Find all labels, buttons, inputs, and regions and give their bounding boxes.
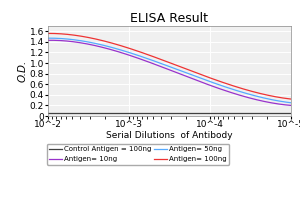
Antigen= 50ng [252,94,255,97]
Control Antigen = 100ng [47,112,51,114]
Control Antigen = 100ng [191,112,194,114]
Control Antigen = 100ng [190,112,194,114]
Antigen= 10ng [191,78,194,80]
Antigen= 50ng [48,37,51,39]
X-axis label: Serial Dilutions  of Antibody: Serial Dilutions of Antibody [106,131,233,140]
Antigen= 100ng [191,70,194,73]
Antigen= 100ng [192,71,195,73]
Antigen= 50ng [46,37,50,39]
Antigen= 10ng [289,104,293,107]
Antigen= 50ng [192,74,195,77]
Antigen= 10ng [46,39,50,41]
Antigen= 100ng [46,32,50,35]
Antigen= 100ng [267,94,271,97]
Antigen= 100ng [252,91,255,93]
Antigen= 50ng [289,102,293,104]
Antigen= 10ng [49,39,52,41]
Antigen= 10ng [192,78,195,80]
Line: Antigen= 50ng: Antigen= 50ng [48,38,291,103]
Antigen= 10ng [267,101,271,104]
Line: Antigen= 10ng: Antigen= 10ng [48,40,291,105]
Antigen= 50ng [267,98,271,100]
Title: ELISA Result: ELISA Result [130,12,208,25]
Control Antigen = 100ng [251,112,255,114]
Antigen= 100ng [289,98,293,100]
Antigen= 50ng [196,76,199,78]
Antigen= 100ng [196,72,199,74]
Antigen= 50ng [47,37,51,39]
Line: Antigen= 100ng: Antigen= 100ng [48,33,291,99]
Antigen= 10ng [47,39,51,41]
Legend: Control Antigen = 100ng, Antigen= 10ng, Antigen= 50ng, Antigen= 100ng: Control Antigen = 100ng, Antigen= 10ng, … [46,144,229,165]
Control Antigen = 100ng [289,112,293,114]
Antigen= 100ng [47,32,51,35]
Control Antigen = 100ng [195,112,199,114]
Antigen= 50ng [191,74,194,76]
Control Antigen = 100ng [266,112,270,114]
Antigen= 10ng [252,98,255,100]
Antigen= 10ng [196,79,199,82]
Control Antigen = 100ng [46,112,50,114]
Y-axis label: O.D.: O.D. [18,60,28,82]
Antigen= 100ng [48,32,51,35]
